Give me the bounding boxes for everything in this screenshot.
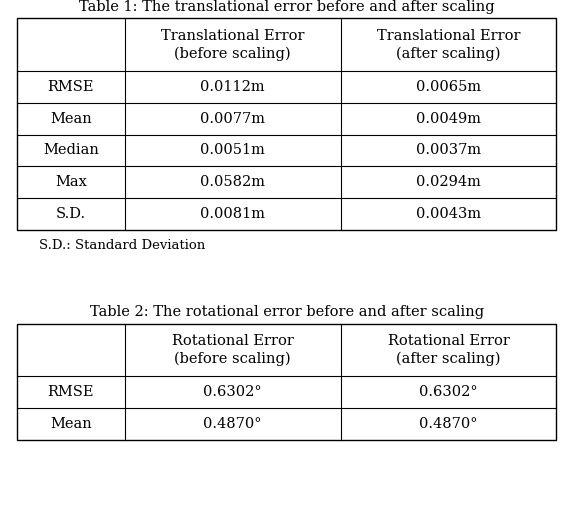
Text: Table 1: The translational error before and after scaling: Table 1: The translational error before … <box>79 0 495 14</box>
Text: 0.0081m: 0.0081m <box>200 207 265 221</box>
Text: S.D.: Standard Deviation: S.D.: Standard Deviation <box>39 239 206 252</box>
Text: 0.0043m: 0.0043m <box>416 207 481 221</box>
Text: 0.4870°: 0.4870° <box>203 417 262 431</box>
Text: Translational Error
(after scaling): Translational Error (after scaling) <box>377 29 520 61</box>
Text: 0.0077m: 0.0077m <box>200 112 265 126</box>
Text: 0.6302°: 0.6302° <box>419 385 478 399</box>
Text: 0.4870°: 0.4870° <box>419 417 478 431</box>
Text: RMSE: RMSE <box>48 80 94 94</box>
Text: 0.0037m: 0.0037m <box>416 144 481 157</box>
Text: Rotational Error
(before scaling): Rotational Error (before scaling) <box>172 334 293 366</box>
Text: 0.0112m: 0.0112m <box>201 80 265 94</box>
Text: Mean: Mean <box>50 417 92 431</box>
Text: Table 2: The rotational error before and after scaling: Table 2: The rotational error before and… <box>89 305 484 319</box>
Text: 0.0065m: 0.0065m <box>416 80 481 94</box>
Text: Max: Max <box>55 175 87 189</box>
Text: 0.0049m: 0.0049m <box>416 112 481 126</box>
Text: Rotational Error
(after scaling): Rotational Error (after scaling) <box>388 334 509 366</box>
Bar <box>17 18 556 230</box>
Text: 0.0582m: 0.0582m <box>200 175 265 189</box>
Text: Mean: Mean <box>50 112 92 126</box>
Text: Translational Error
(before scaling): Translational Error (before scaling) <box>161 29 305 61</box>
Text: 0.0051m: 0.0051m <box>200 144 265 157</box>
Text: 0.6302°: 0.6302° <box>203 385 262 399</box>
Text: Median: Median <box>43 144 99 157</box>
Text: 0.0294m: 0.0294m <box>416 175 481 189</box>
Text: RMSE: RMSE <box>48 385 94 399</box>
Text: S.D.: S.D. <box>56 207 86 221</box>
Bar <box>17 324 556 440</box>
